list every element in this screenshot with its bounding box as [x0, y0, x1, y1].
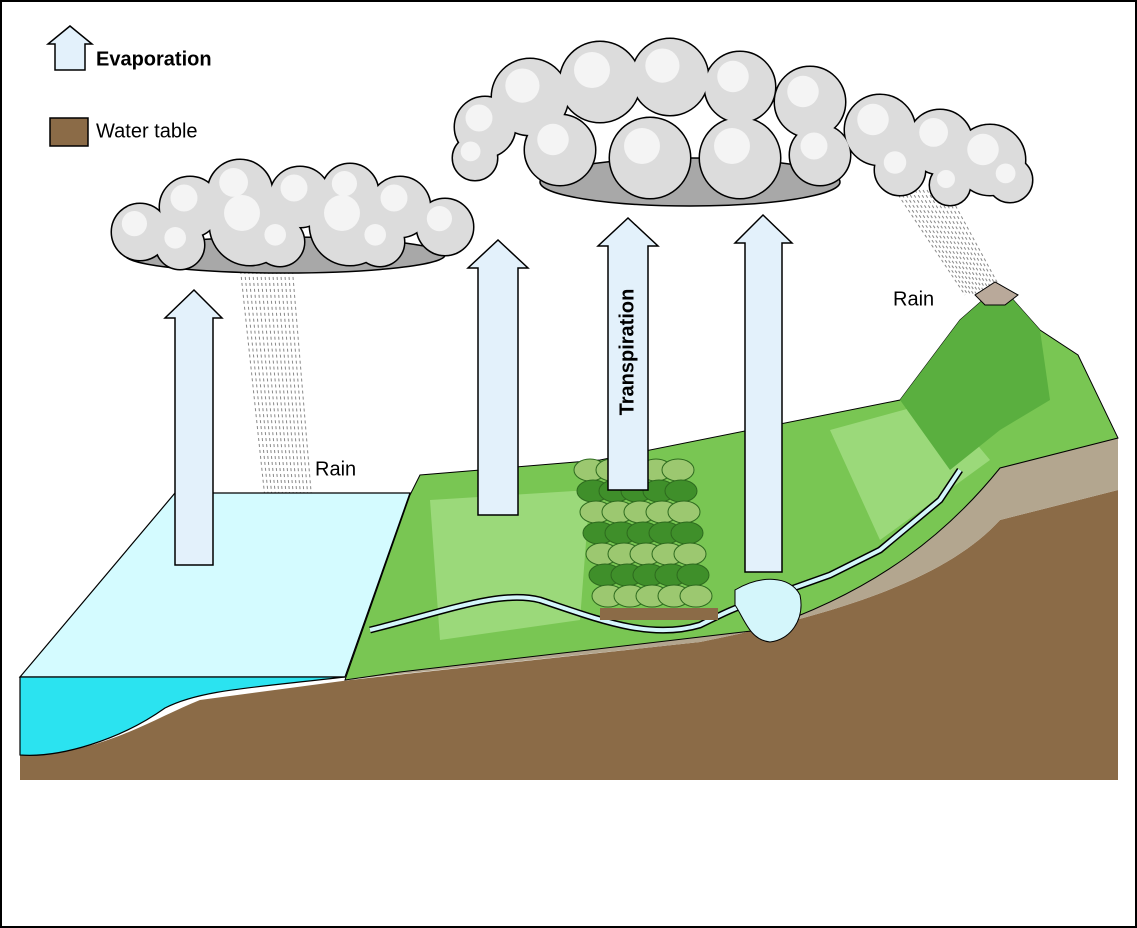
- rain-label: Rain: [315, 458, 356, 480]
- cloud-highlight: [537, 124, 569, 156]
- tree: [668, 501, 700, 523]
- water-cycle-diagram: Evaporation Water table Rain Rain Transp…: [0, 0, 1137, 928]
- rain-label: Rain: [893, 288, 934, 310]
- tree: [662, 459, 694, 481]
- cloud-highlight: [364, 224, 386, 246]
- cloud-highlight: [461, 142, 481, 162]
- cloud-highlight: [967, 134, 999, 166]
- cloud-highlight: [324, 195, 360, 231]
- cloud-highlight: [281, 175, 308, 202]
- cloud-highlight: [219, 168, 248, 197]
- tree: [665, 480, 697, 502]
- cloud-highlight: [624, 128, 660, 164]
- tree: [674, 543, 706, 565]
- cloud-highlight: [919, 118, 948, 147]
- cloud-highlight: [787, 76, 819, 108]
- cloud-highlight: [466, 105, 493, 132]
- cloud-highlight: [164, 227, 186, 249]
- cloud-highlight: [714, 128, 750, 164]
- legend-water-table-icon: [50, 118, 88, 146]
- cloud-highlight: [717, 61, 749, 93]
- cloud-highlight: [645, 49, 679, 83]
- legend-label: Evaporation: [96, 48, 212, 70]
- legend-label: Water table: [96, 120, 198, 142]
- cloud-highlight: [857, 104, 889, 136]
- transpiration-label: Transpiration: [616, 289, 638, 416]
- tree: [671, 522, 703, 544]
- cloud-highlight: [264, 224, 286, 246]
- cloud-highlight: [801, 133, 828, 160]
- page: Evaporation Water table Rain Rain Transp…: [0, 0, 1137, 928]
- cloud-highlight: [996, 164, 1016, 184]
- cloud-highlight: [427, 206, 452, 231]
- cloud-highlight: [574, 52, 610, 88]
- cloud-highlight: [505, 69, 539, 103]
- cloud-highlight: [937, 170, 955, 188]
- cloud-highlight: [381, 185, 408, 212]
- cloud-highlight: [224, 195, 260, 231]
- tree: [680, 585, 712, 607]
- cloud-highlight: [884, 151, 907, 174]
- tree: [677, 564, 709, 586]
- cloud-highlight: [332, 171, 357, 196]
- cloud-highlight: [171, 185, 198, 212]
- forest-edge: [600, 608, 718, 620]
- cloud-highlight: [122, 211, 147, 236]
